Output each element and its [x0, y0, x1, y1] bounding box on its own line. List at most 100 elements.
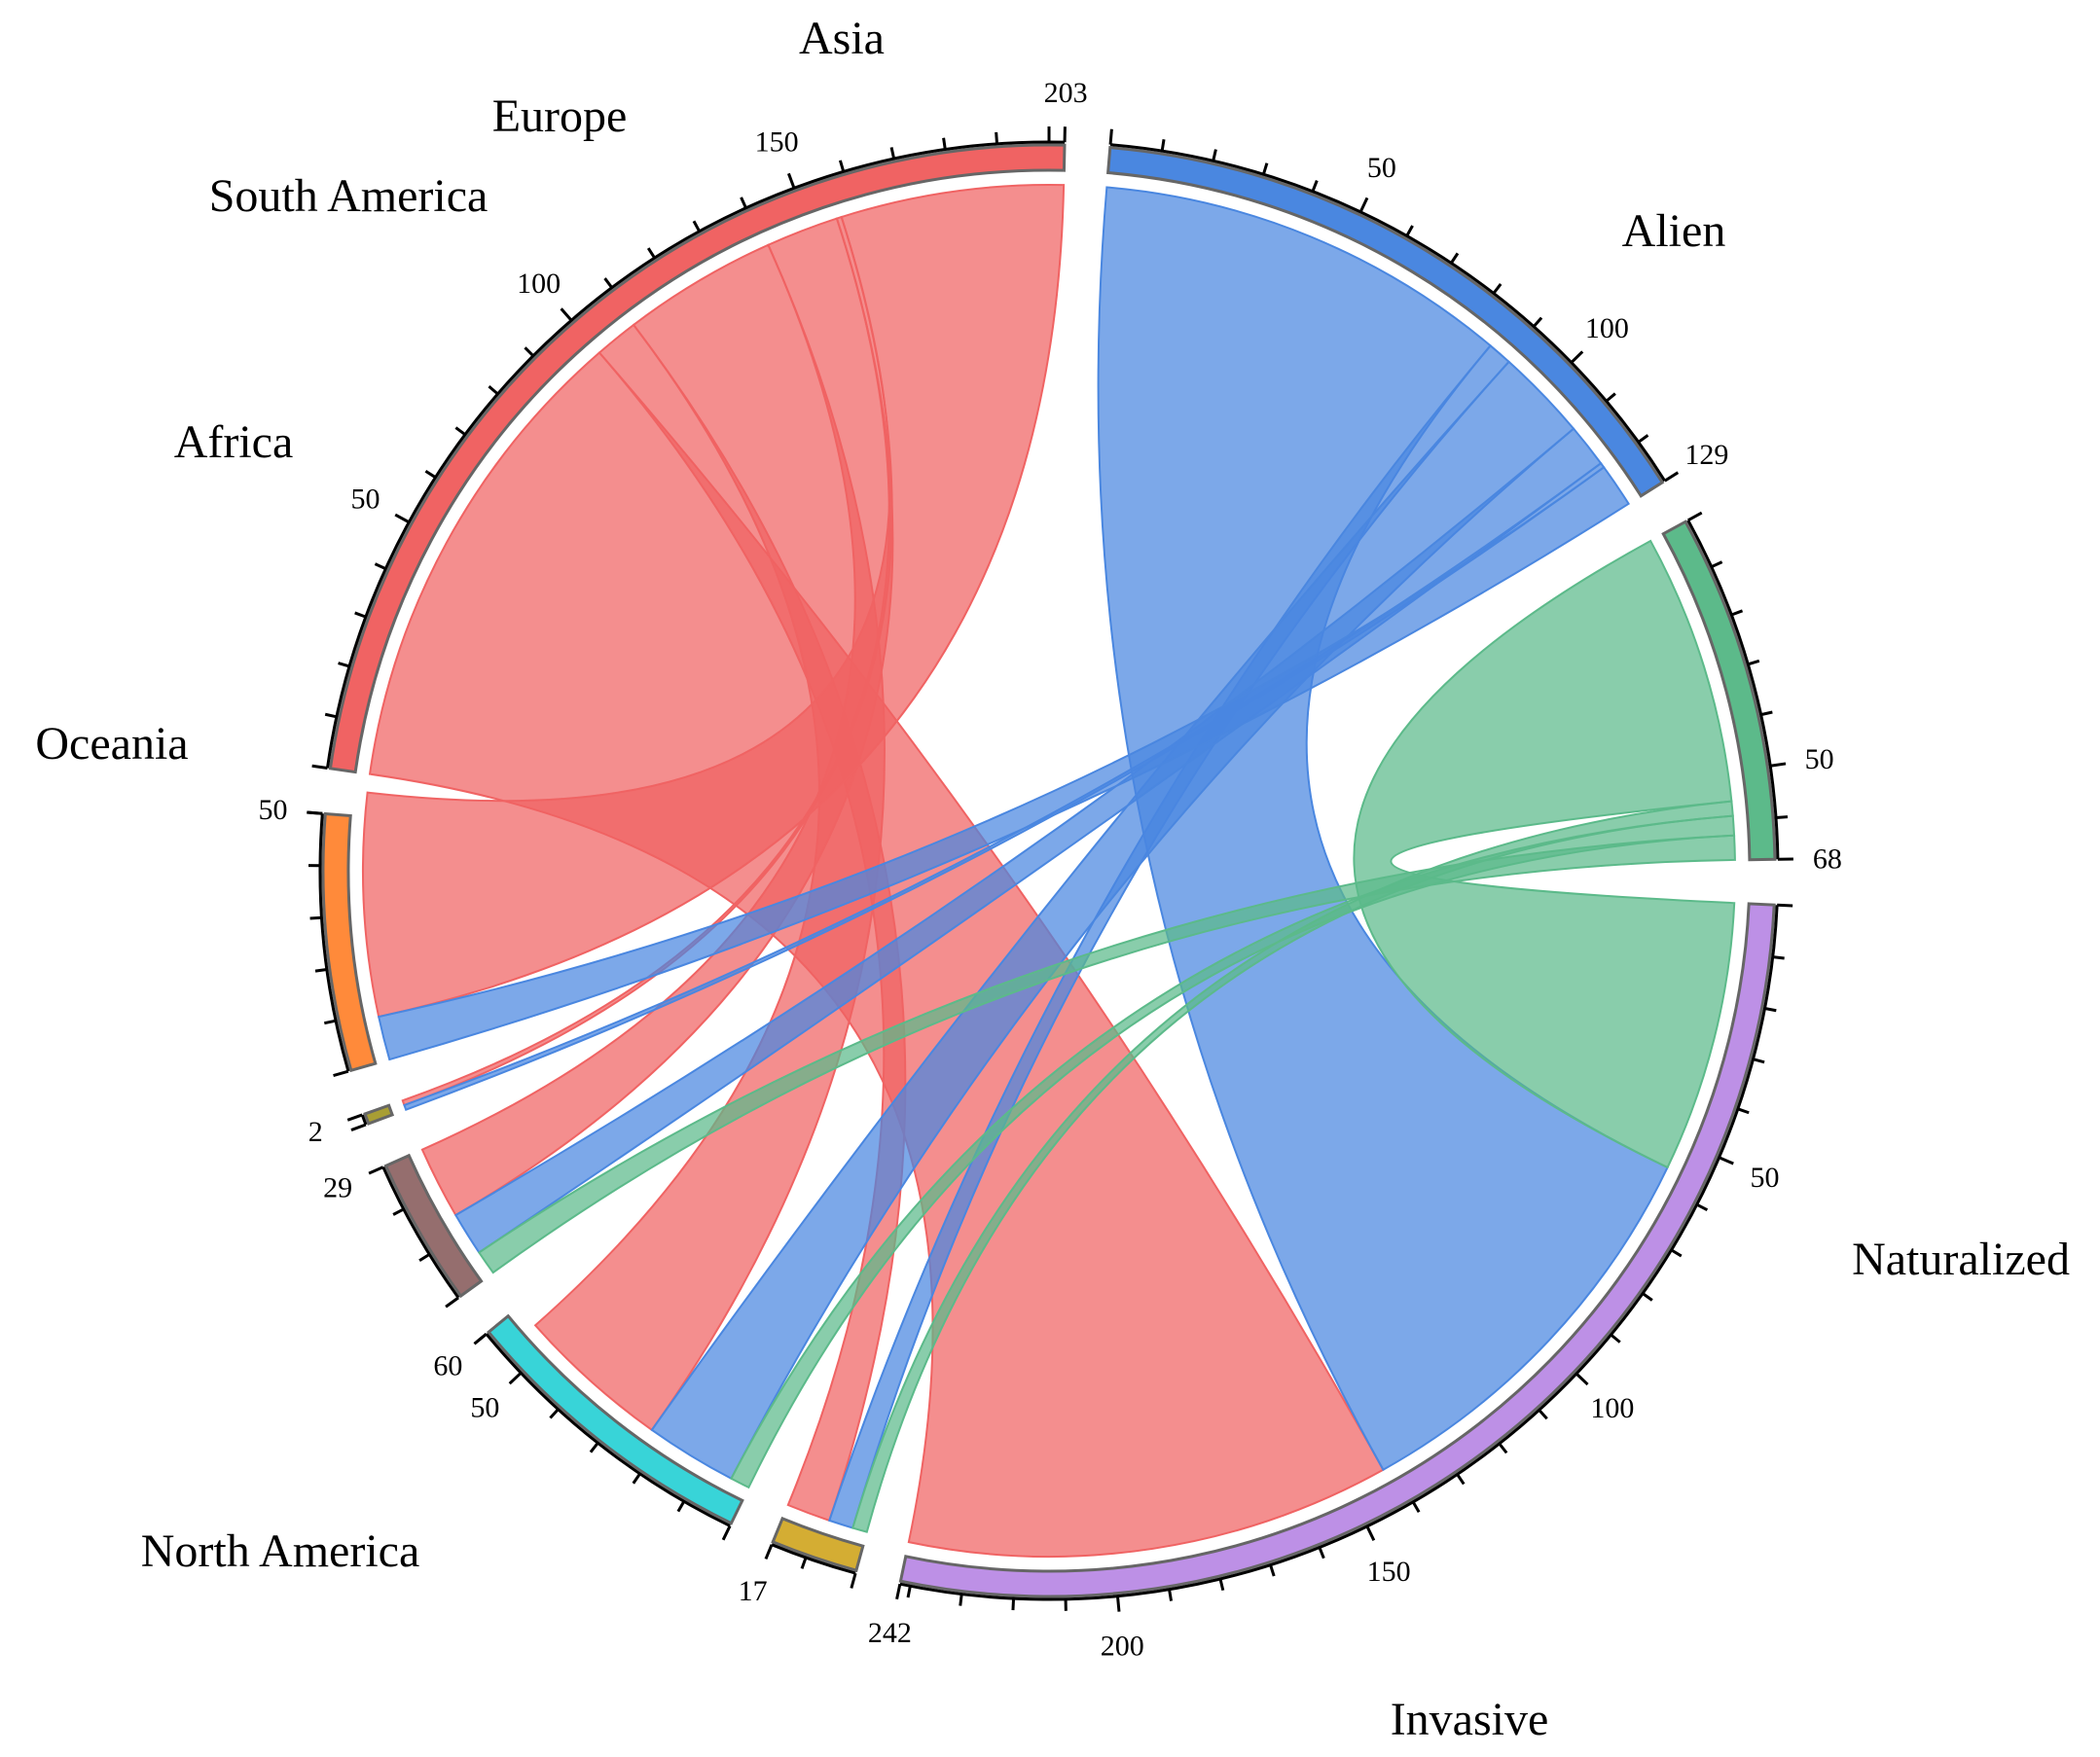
sector-alien: [328, 143, 1067, 774]
tick-north-america: [1696, 1202, 1709, 1212]
tick-end-south-america: [368, 1165, 384, 1175]
sector-south-america: [383, 1153, 484, 1299]
tick-europe: [350, 1123, 367, 1131]
tick-end-naturalized: [1663, 471, 1680, 483]
tick-invasive: [1760, 710, 1773, 717]
tick-africa: [549, 1408, 560, 1419]
tick-naturalized: [1108, 128, 1113, 145]
tick-north-america: [1764, 1007, 1777, 1013]
tick-north-america: [1737, 1107, 1750, 1115]
tick-alien: [560, 307, 573, 322]
sector-label-invasive: Invasive: [1391, 1694, 1549, 1745]
sector-oceania: [771, 1516, 865, 1573]
tick-label-invasive: 50: [1805, 743, 1834, 775]
tick-label-naturalized: 50: [1367, 152, 1396, 184]
tick-label-africa: 60: [433, 1350, 462, 1382]
tick-naturalized: [1570, 350, 1584, 364]
sector-label-alien: Alien: [1622, 205, 1726, 257]
tick-alien: [311, 764, 328, 770]
tick-alien: [889, 147, 896, 160]
sector-north-america: [898, 902, 1776, 1598]
sector-label-europe: Europe: [492, 90, 628, 142]
tick-naturalized: [1450, 252, 1460, 265]
tick-oceania: [800, 1557, 808, 1569]
tick-north-america: [1777, 903, 1793, 908]
tick-alien: [424, 469, 437, 479]
tick-alien: [394, 513, 410, 524]
tick-north-america: [1456, 1473, 1466, 1486]
tick-label-oceania: 17: [739, 1575, 768, 1607]
axis-naturalized: [1109, 143, 1667, 483]
tick-alien: [995, 131, 999, 145]
tick-south-america: [392, 1207, 405, 1216]
tick-asia: [309, 915, 322, 920]
tick-south-america: [418, 1253, 431, 1263]
tick-label-alien: 203: [1044, 77, 1088, 109]
tick-naturalized: [1405, 225, 1414, 237]
tick-north-america: [1642, 1292, 1653, 1302]
sector-europe: [363, 1103, 395, 1126]
tick-invasive: [1711, 560, 1723, 568]
tick-invasive: [1747, 659, 1760, 666]
tick-naturalized: [1358, 197, 1369, 213]
ribbon-layer: [362, 184, 1736, 1558]
tick-label-alien: 150: [755, 126, 799, 159]
tick-label-north-america: 200: [1101, 1630, 1144, 1662]
ribbon-naturalized-asia: [377, 465, 1630, 1061]
tick-alien: [324, 712, 338, 719]
tick-label-africa: 50: [470, 1391, 499, 1423]
sector-label-south-america: South America: [209, 170, 489, 222]
tick-africa: [589, 1442, 599, 1453]
sector-asia: [321, 811, 378, 1073]
axis-oceania: [771, 1543, 856, 1575]
tick-north-america: [1269, 1564, 1276, 1577]
tick-africa: [632, 1473, 641, 1485]
tick-end-europe: [346, 1113, 363, 1122]
tick-naturalized: [1311, 179, 1319, 193]
tick-alien: [603, 277, 613, 289]
tick-naturalized: [1160, 138, 1166, 152]
tick-north-america: [1610, 1333, 1621, 1344]
tick-north-america: [1365, 1525, 1376, 1541]
tick-naturalized: [1637, 434, 1649, 444]
tick-asia: [323, 1019, 337, 1025]
tick-asia: [333, 1069, 349, 1077]
tick-north-america: [1670, 1248, 1683, 1258]
sector-africa: [487, 1313, 744, 1525]
tick-invasive: [1730, 609, 1744, 617]
sector-label-africa: Africa: [174, 416, 294, 468]
tick-label-naturalized: 100: [1585, 312, 1629, 344]
tick-label-invasive: 68: [1813, 843, 1842, 875]
tick-north-america: [1718, 1156, 1734, 1165]
sector-label-asia: Asia: [799, 13, 885, 64]
tick-north-america: [1538, 1409, 1548, 1420]
tick-north-america: [1218, 1578, 1225, 1592]
tick-label-alien: 100: [517, 268, 561, 300]
tick-label-north-america: 242: [868, 1617, 912, 1649]
axis-alien: [325, 140, 1066, 769]
sector-naturalized: [1105, 146, 1665, 498]
tick-alien: [942, 137, 947, 150]
tick-north-america: [1772, 955, 1785, 960]
tick-invasive: [1769, 762, 1787, 768]
axis-north-america: [899, 905, 1779, 1601]
tick-alien: [692, 220, 702, 233]
sector-label-north-america: North America: [141, 1525, 420, 1577]
tick-label-north-america: 50: [1750, 1162, 1779, 1194]
tick-alien: [488, 385, 499, 396]
tick-naturalized: [1605, 392, 1616, 403]
tick-north-america: [1498, 1443, 1508, 1454]
axis-africa: [485, 1333, 731, 1527]
label-layer: 50 100 150 203 50 100 129 50 68 50 100 150 200 242 17 5…: [35, 13, 2070, 1745]
tick-south-america: [445, 1296, 459, 1309]
tick-naturalized: [1212, 149, 1217, 161]
tick-label-north-america: 150: [1367, 1556, 1411, 1588]
tick-north-america: [1753, 1058, 1765, 1064]
tick-alien: [740, 197, 747, 209]
tick-invasive: [1775, 815, 1789, 819]
tick-naturalized: [1532, 316, 1543, 328]
tick-africa: [676, 1500, 686, 1513]
tick-naturalized: [1492, 283, 1503, 295]
sector-layer: [307, 126, 1793, 1612]
